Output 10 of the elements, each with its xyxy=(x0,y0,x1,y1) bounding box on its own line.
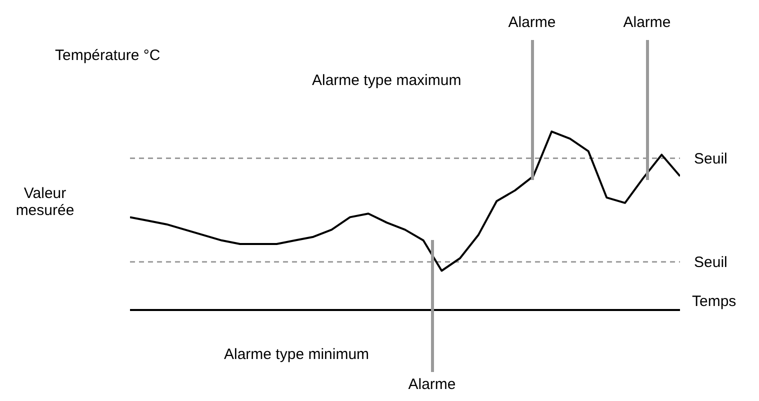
ref-line-label: Seuil xyxy=(694,150,728,168)
ref-line-label: Seuil xyxy=(694,254,728,272)
text: Alarme type maximum xyxy=(312,72,462,89)
text: Alarme xyxy=(508,14,556,31)
text: Alarme xyxy=(623,14,671,31)
y-axis-title: Température °C xyxy=(55,47,160,64)
text: Valeur mesurée xyxy=(14,185,76,219)
text: Alarme type minimum xyxy=(224,346,370,363)
x-axis-title: Temps xyxy=(692,293,736,310)
text: Alarme xyxy=(408,376,456,393)
